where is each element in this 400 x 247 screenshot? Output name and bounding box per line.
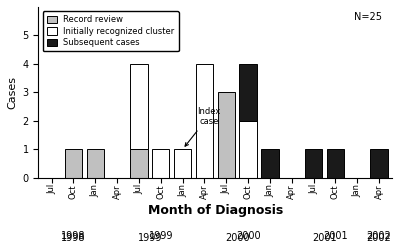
Bar	[174, 149, 191, 178]
Bar	[239, 121, 257, 178]
Text: 2001: 2001	[312, 232, 337, 243]
Text: 2002: 2002	[367, 232, 392, 243]
Text: 2000: 2000	[236, 230, 260, 241]
Text: 2002: 2002	[367, 230, 392, 241]
Y-axis label: Cases: Cases	[7, 76, 17, 109]
Text: 1999: 1999	[148, 230, 173, 241]
Text: 1998: 1998	[61, 230, 86, 241]
Text: 1999: 1999	[138, 232, 162, 243]
Text: Index
case: Index case	[185, 107, 220, 146]
Bar	[305, 149, 322, 178]
Bar	[370, 149, 388, 178]
Legend: Record review, Initially recognized cluster, Subsequent cases: Record review, Initially recognized clus…	[43, 11, 179, 51]
Text: 1998: 1998	[61, 232, 86, 243]
Bar	[86, 149, 104, 178]
Bar	[65, 149, 82, 178]
Bar	[261, 149, 279, 178]
Text: 2001: 2001	[323, 230, 348, 241]
Bar	[196, 64, 213, 178]
Text: N=25: N=25	[354, 12, 382, 22]
Bar	[327, 149, 344, 178]
Bar	[218, 92, 235, 178]
Bar	[152, 149, 170, 178]
Text: 2000: 2000	[225, 232, 250, 243]
Bar	[130, 149, 148, 178]
Bar	[130, 64, 148, 149]
Bar	[239, 64, 257, 121]
X-axis label: Month of Diagnosis: Month of Diagnosis	[148, 204, 283, 217]
